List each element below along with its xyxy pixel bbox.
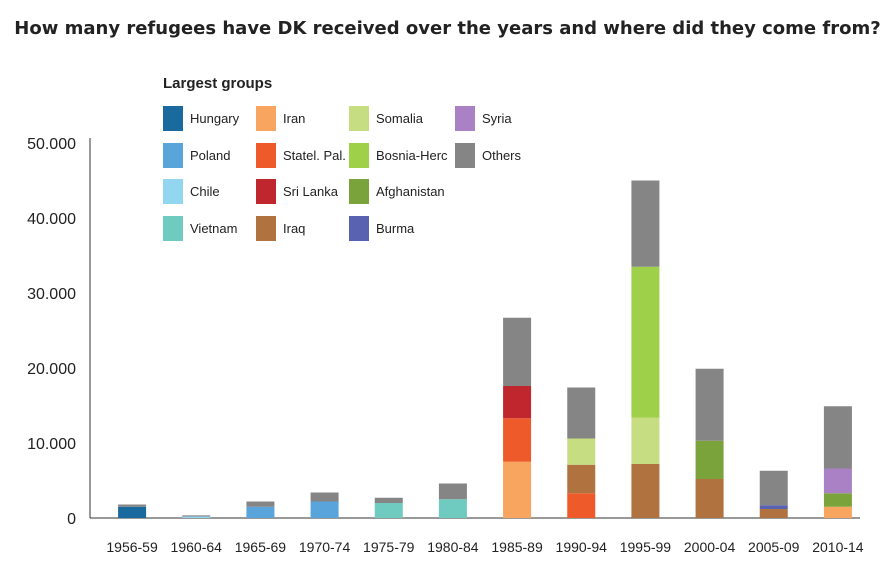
bar-segment [823,506,852,518]
legend-label: Iran [283,111,305,126]
bar-segment [567,464,596,494]
legend-swatch [256,106,276,131]
y-tick-label: 50.000 [27,136,76,153]
bar-segment [759,505,788,509]
bar-segment [118,506,147,518]
bar-segment [695,440,724,479]
bar-segment [374,497,403,503]
legend-label: Statel. Pal. [283,148,346,163]
legend-swatch [455,106,475,131]
bar-segment [246,506,275,518]
bar-segment [631,180,660,267]
legend-swatch [349,179,369,204]
legend-label: Burma [376,221,415,236]
bar-segment [695,479,724,518]
bar-segment [631,464,660,518]
x-tick-label: 1975-79 [363,539,415,555]
bar-segment [823,406,852,469]
axes: 0 10.000 20.000 30.000 40.000 50.000 1956-59 19… [27,136,864,555]
bar-segment [567,438,596,465]
x-tick-label: 1985-89 [491,539,543,555]
chart-title: How many refugees have DK received over … [14,18,881,39]
x-tick-label: 1965-69 [235,539,287,555]
bar-segment [503,461,532,518]
y-tick-label: 40.000 [27,211,76,228]
bar-segment [695,368,724,441]
legend-label: Others [482,148,522,163]
legend-swatch [349,216,369,241]
bar-segment [503,418,532,462]
bar-segment [823,468,852,494]
bar-segment [310,501,339,518]
legend-label: Somalia [376,111,424,126]
bar-segment [567,493,596,518]
x-tick-label: 1980-84 [427,539,479,555]
bar-segment [374,503,403,518]
bar-segment [310,492,339,502]
legend-swatch [163,143,183,168]
bar-segment [567,387,596,439]
x-tick-label: 2010-14 [812,539,864,555]
legend-swatch [163,216,183,241]
legend-swatch [349,143,369,168]
legend-label: Poland [190,148,230,163]
bar-segment [438,483,467,500]
legend: Largest groups Hungary Poland Chile Vietnam I… [163,75,522,241]
bar-segment [823,493,852,507]
legend-label: Bosnia-Herc [376,148,448,163]
bar-segment [182,515,211,517]
bar-segment [631,417,660,464]
legend-label: Chile [190,184,220,199]
legend-swatch [455,143,475,168]
legend-swatch [163,106,183,131]
x-tick-label: 1990-94 [556,539,608,555]
legend-swatch [256,143,276,168]
legend-swatch [256,216,276,241]
x-tick-label: 2000-04 [684,539,736,555]
bar-segment [182,516,211,518]
x-tick-label: 1956-59 [106,539,158,555]
legend-swatch [349,106,369,131]
legend-label: Sri Lanka [283,184,339,199]
legend-label: Syria [482,111,512,126]
legend-label: Afghanistan [376,184,445,199]
x-tick-label: 2005-09 [748,539,800,555]
legend-label: Hungary [190,111,240,126]
bar-segment [503,317,532,386]
bar-segment [759,509,788,518]
y-tick-label: 10.000 [27,436,76,453]
bar-segment [438,499,467,518]
legend-label: Vietnam [190,221,237,236]
y-tick-label: 20.000 [27,361,76,378]
x-tick-label: 1970-74 [299,539,351,555]
legend-title: Largest groups [163,75,272,92]
bar-segment [118,504,147,507]
bar-segment [759,470,788,506]
legend-label: Iraq [283,221,305,236]
legend-swatch [256,179,276,204]
bar-segment [246,501,275,507]
x-tick-label: 1960-64 [171,539,223,555]
bar-segment [503,386,532,419]
bar-segment [631,266,660,418]
x-tick-label: 1995-99 [620,539,672,555]
bars [118,180,852,518]
y-tick-label: 0 [67,511,76,528]
legend-swatch [163,179,183,204]
y-tick-label: 30.000 [27,286,76,303]
